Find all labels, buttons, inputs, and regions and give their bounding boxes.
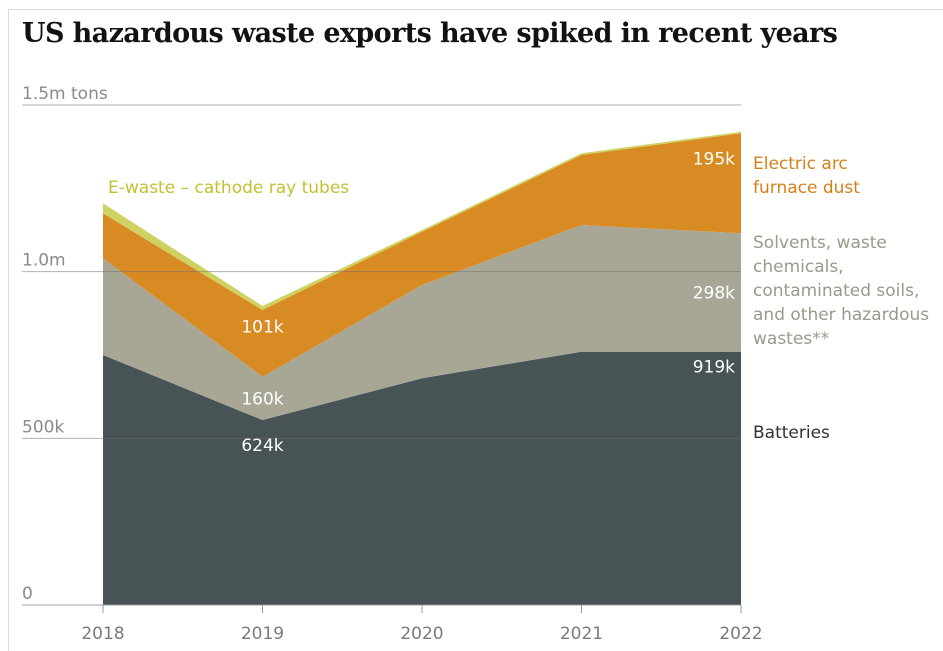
data-label-eaf_dust-2019: 101k (241, 318, 283, 338)
area-solvents (103, 225, 741, 420)
series-label-solvents: Solvents, waste chemicals, contaminated so… (753, 233, 929, 349)
series-label-eaf_dust: Electric arc furnace dust (753, 154, 860, 198)
x-tick-label: 2018 (81, 624, 124, 644)
x-tick-label: 2022 (719, 624, 762, 644)
left-rule (8, 9, 9, 651)
y-tick-label: 1.0m (22, 251, 66, 271)
y-tick-label: 500k (22, 417, 64, 437)
data-label-batteries-2019: 624k (241, 436, 283, 456)
data-label-solvents-2022: 298k (693, 284, 735, 304)
area-layer (103, 131, 741, 605)
chart-title: US hazardous waste exports have spiked i… (22, 18, 838, 49)
series-label-batteries: Batteries (753, 423, 830, 443)
gridlines (22, 104, 741, 606)
area-batteries (103, 351, 741, 605)
x-tick-label: 2019 (241, 624, 284, 644)
data-label-batteries-2022: 919k (693, 358, 735, 378)
x-tick-label: 2020 (400, 624, 443, 644)
x-tick-label: 2021 (560, 624, 603, 644)
series-labels: E-waste – cathode ray tubes Electric arc f… (108, 154, 929, 443)
series-label-ewaste: E-waste – cathode ray tubes (108, 178, 349, 198)
data-label-solvents-2019: 160k (241, 389, 283, 409)
top-rule (8, 9, 943, 10)
y-tick-label: 1.5m tons (22, 84, 108, 104)
y-axis-labels: 0 500k 1.0m 1.5m tons (22, 84, 108, 604)
data-label-eaf_dust-2022: 195k (693, 149, 735, 169)
x-axis-ticks: 2018 2019 2020 2021 2022 (81, 605, 763, 644)
data-labels: 624k 919k 160k 298k 101k 195k (241, 149, 735, 456)
y-tick-label: 0 (22, 584, 33, 604)
area-eaf_dust (103, 133, 741, 377)
